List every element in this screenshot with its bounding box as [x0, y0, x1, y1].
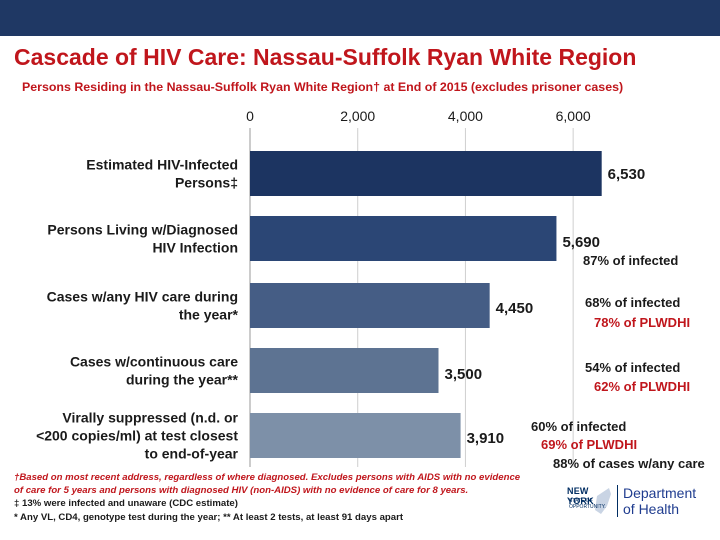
ny-state-tagline: STATE OF OPPORTUNITY. [569, 498, 606, 510]
percentage-annotation: 69% of PLWDHI [541, 437, 637, 452]
category-label-line: Cases w/any HIV care during [47, 289, 238, 305]
value-label: 4,450 [496, 300, 534, 317]
bar [250, 413, 461, 458]
category-label: Cases w/any HIV care during the year* [47, 289, 239, 323]
category-label-line: <200 copies/ml) at test closest [36, 428, 238, 444]
value-label: 3,500 [445, 366, 483, 383]
category-label-line: Virally suppressed (n.d. or [62, 410, 238, 426]
x-tick-label: 4,000 [448, 108, 483, 124]
percentage-annotation: 68% of infected [585, 295, 680, 310]
footnote-tests: * Any VL, CD4, genotype test during the … [14, 511, 404, 523]
department-of-health: Department of Health [623, 485, 697, 517]
category-label-line: Persons Living w/Diagnosed [47, 222, 238, 238]
percentage-annotation: 60% of infected [531, 419, 626, 434]
category-label-line: Persons‡ [175, 175, 238, 191]
category-label: Estimated HIV-Infected Persons‡ [86, 157, 238, 191]
footnotes: †Based on most recent address, regardles… [14, 471, 574, 524]
bar [250, 283, 490, 328]
value-label: 5,690 [562, 234, 600, 251]
ny-state-logo: NEW YORK STATE OF OPPORTUNITY. [567, 484, 613, 520]
category-label: Virally suppressed (n.d. or <200 copies/m… [36, 410, 238, 462]
footnote-address-1: †Based on most recent address, regardles… [14, 472, 521, 483]
page-subtitle: Persons Residing in the Nassau-Suffolk R… [22, 80, 624, 94]
category-label-line: the year* [179, 307, 239, 323]
category-label-line: Cases w/continuous care [70, 354, 238, 370]
category-label: Cases w/continuous care during the year** [70, 354, 239, 388]
percentage-annotation: 88% of cases w/any care [553, 456, 705, 470]
percentage-annotation: 62% of PLWDHI [594, 379, 690, 394]
category-label: Persons Living w/Diagnosed HIV Infection [47, 222, 238, 256]
bar [250, 348, 439, 393]
value-label: 6,530 [608, 166, 646, 183]
top-banner [0, 0, 720, 36]
cascade-chart: 0 2,000 4,000 6,000 Estimated HIV-Infected Pe… [36, 108, 705, 470]
percentage-annotation: 87% of infected [583, 253, 678, 268]
x-tick-label: 0 [246, 108, 254, 124]
category-label-line: Estimated HIV-Infected [86, 157, 238, 173]
percentage-annotation: 54% of infected [585, 360, 680, 375]
footnote-unaware: ‡ 13% were infected and unaware (CDC est… [14, 498, 238, 510]
bar [250, 151, 602, 196]
percentage-annotation: 78% of PLWDHI [594, 315, 690, 330]
x-tick-label: 6,000 [556, 108, 591, 124]
bar [250, 216, 557, 261]
page-title: Cascade of HIV Care: Nassau-Suffolk Ryan… [14, 44, 637, 70]
category-label-line: HIV Infection [152, 240, 238, 256]
category-label-line: during the year** [126, 372, 239, 388]
nys-doh-logo: NEW YORK STATE OF OPPORTUNITY. Departmen… [567, 484, 717, 520]
logo-divider [617, 485, 618, 517]
ny-state-name: NEW YORK [567, 486, 594, 506]
value-label: 3,910 [467, 430, 505, 447]
footnote-address-2: of care for 5 years and persons with dia… [14, 485, 469, 497]
category-label-line: to end-of-year [145, 446, 239, 462]
x-tick-label: 2,000 [340, 108, 375, 124]
